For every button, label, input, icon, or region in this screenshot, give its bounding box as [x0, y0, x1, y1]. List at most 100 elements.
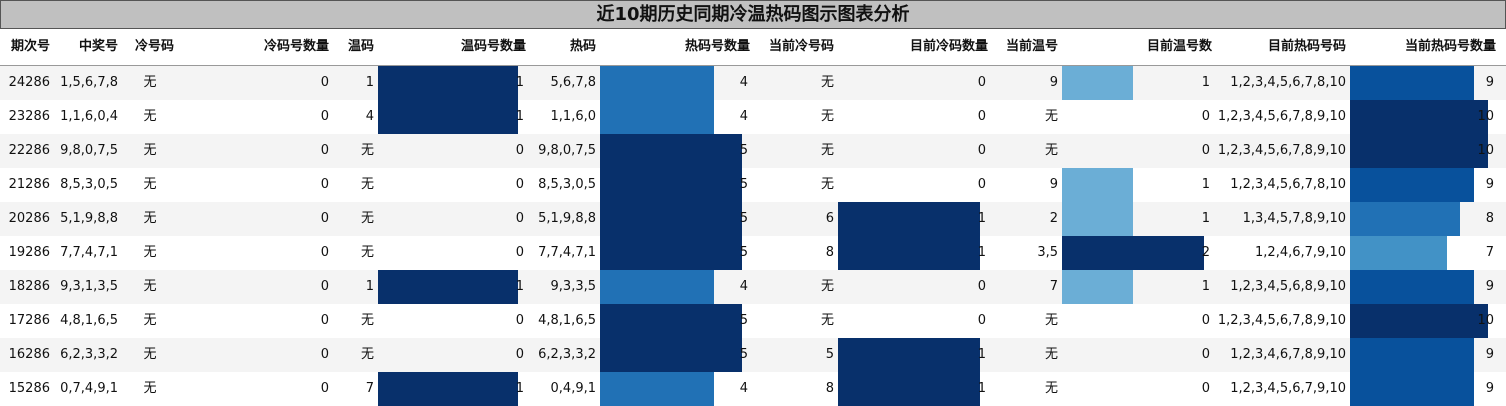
data-bar: [1350, 100, 1488, 134]
bar-value: 0: [977, 109, 986, 124]
table-cell: 无: [143, 75, 157, 90]
chart-title: 近10期历史同期冷温热码图示图表分析: [0, 0, 1506, 29]
bar-value: 8: [1485, 211, 1494, 226]
table-cell: 1,2,4,6,7,9,10: [1255, 245, 1346, 260]
data-bar: [838, 202, 980, 236]
table-cell: 5,6,7,8: [550, 75, 596, 90]
table-cell: 无: [1044, 109, 1058, 124]
data-bar: [378, 270, 518, 304]
table-cell: 19286: [8, 245, 50, 260]
table-cell: 1,3,4,5,7,8,9,10: [1242, 211, 1346, 226]
column-header: 冷号码: [134, 39, 174, 54]
bar-value: 0: [1201, 313, 1210, 328]
bar-value: 1: [977, 211, 986, 226]
table-cell: 7,7,4,7,1: [538, 245, 596, 260]
table-cell: 1,2,3,4,5,6,7,8,9,10: [1217, 109, 1346, 124]
table-cell: 5,1,9,8,8: [538, 211, 596, 226]
table-cell: 7: [1049, 279, 1058, 294]
table-cell: 无: [143, 143, 157, 158]
header-row: 期次号 中奖号 冷号码 冷码号数量 温码 温码号数量 热码 热码号数量 当前冷号码 目前冷码数量 当…: [0, 29, 1506, 66]
table-cell: 0: [320, 177, 329, 192]
table-cell: 无: [360, 313, 374, 328]
bar-value: 0: [515, 347, 524, 362]
bar-value: 5: [739, 177, 748, 192]
bar-value: 1: [515, 109, 524, 124]
table-row: 17286 4,8,1,6,5 无 0 无 0 4,8,1,6,5 5 无 0 无 0 1,2,3,4,…: [0, 304, 1506, 338]
data-bar: [600, 236, 742, 270]
table-cell: 8: [825, 381, 834, 396]
table-cell: 1,2,3,4,5,6,7,8,9,10: [1217, 313, 1346, 328]
table-cell: 无: [143, 279, 157, 294]
table-cell: 无: [820, 143, 834, 158]
table-cell: 无: [143, 109, 157, 124]
table-cell: 4: [365, 109, 374, 124]
column-header: 热码号数量: [684, 39, 750, 54]
data-bar: [378, 66, 518, 100]
bar-value: 5: [739, 347, 748, 362]
bar-value: 0: [977, 143, 986, 158]
data-bar: [1350, 270, 1474, 304]
bar-value: 1: [1201, 211, 1210, 226]
table-cell: 0: [320, 347, 329, 362]
data-bar: [600, 270, 714, 304]
data-bar: [600, 100, 714, 134]
bar-value: 1: [515, 75, 524, 90]
table-cell: 0: [320, 109, 329, 124]
bar-value: 9: [1485, 279, 1494, 294]
bar-value: 10: [1477, 313, 1494, 328]
table-cell: 1,2,3,4,6,7,8,9,10: [1230, 347, 1346, 362]
bar-value: 1: [977, 245, 986, 260]
table-cell: 9,8,0,7,5: [60, 143, 118, 158]
table-cell: 6: [825, 211, 834, 226]
column-header: 当前温号: [1005, 39, 1058, 54]
table-row: 22286 9,8,0,7,5 无 0 无 0 9,8,0,7,5 5 无 0 无 0 1,2,3,4,…: [0, 134, 1506, 168]
bar-value: 5: [739, 245, 748, 260]
table-cell: 0: [320, 143, 329, 158]
data-bar: [1350, 134, 1488, 168]
data-bar: [600, 66, 714, 100]
table-cell: 无: [1044, 143, 1058, 158]
table-cell: 无: [820, 279, 834, 294]
table-cell: 0,7,4,9,1: [60, 381, 118, 396]
table-cell: 1,2,3,4,5,6,7,8,10: [1230, 75, 1346, 90]
bar-value: 9: [1485, 177, 1494, 192]
data-bar: [600, 372, 714, 406]
data-bar: [1062, 202, 1133, 236]
table-cell: 9,3,1,3,5: [60, 279, 118, 294]
table-cell: 0: [320, 313, 329, 328]
table-cell: 4,8,1,6,5: [538, 313, 596, 328]
table-cell: 0: [320, 245, 329, 260]
table-cell: 无: [360, 245, 374, 260]
table-cell: 15286: [8, 381, 50, 396]
bar-value: 5: [739, 143, 748, 158]
table-cell: 8,5,3,0,5: [538, 177, 596, 192]
data-bar: [838, 338, 980, 372]
table-cell: 0: [320, 279, 329, 294]
table-cell: 23286: [8, 109, 50, 124]
table-row: 18286 9,3,1,3,5 无 0 1 1 9,3,3,5 4 无 0 7 1 1,2,3,4,5,…: [0, 270, 1506, 304]
table-cell: 6,2,3,3,2: [538, 347, 596, 362]
bar-value: 7: [1485, 245, 1494, 260]
bar-value: 9: [1485, 75, 1494, 90]
table-row: 16286 6,2,3,3,2 无 0 无 0 6,2,3,3,2 5 5 1 无 0 1,2,3,4,…: [0, 338, 1506, 372]
data-bar: [378, 372, 518, 406]
data-bar: [1350, 66, 1474, 100]
table-cell: 无: [143, 245, 157, 260]
table-cell: 1,2,3,4,5,6,8,9,10: [1230, 279, 1346, 294]
bar-value: 4: [739, 381, 748, 396]
table-cell: 4,8,1,6,5: [60, 313, 118, 328]
column-header: 热码: [569, 39, 596, 54]
column-header: 期次号: [10, 39, 50, 54]
table-cell: 无: [360, 347, 374, 362]
column-header: 目前温号数: [1146, 39, 1212, 54]
bar-value: 10: [1477, 109, 1494, 124]
table-cell: 无: [1044, 381, 1058, 396]
table-cell: 1,2,3,4,5,6,7,8,9,10: [1217, 143, 1346, 158]
table-cell: 无: [1044, 347, 1058, 362]
data-bar: [838, 372, 980, 406]
column-header: 中奖号: [78, 39, 118, 54]
table-cell: 5,1,9,8,8: [60, 211, 118, 226]
table-row: 21286 8,5,3,0,5 无 0 无 0 8,5,3,0,5 5 无 0 9 1 1,2,3,4,…: [0, 168, 1506, 202]
table-row: 24286 1,5,6,7,8 无 0 1 1 5,6,7,8 4 无 0 9 1 1,2,3,4,5,…: [0, 66, 1506, 100]
